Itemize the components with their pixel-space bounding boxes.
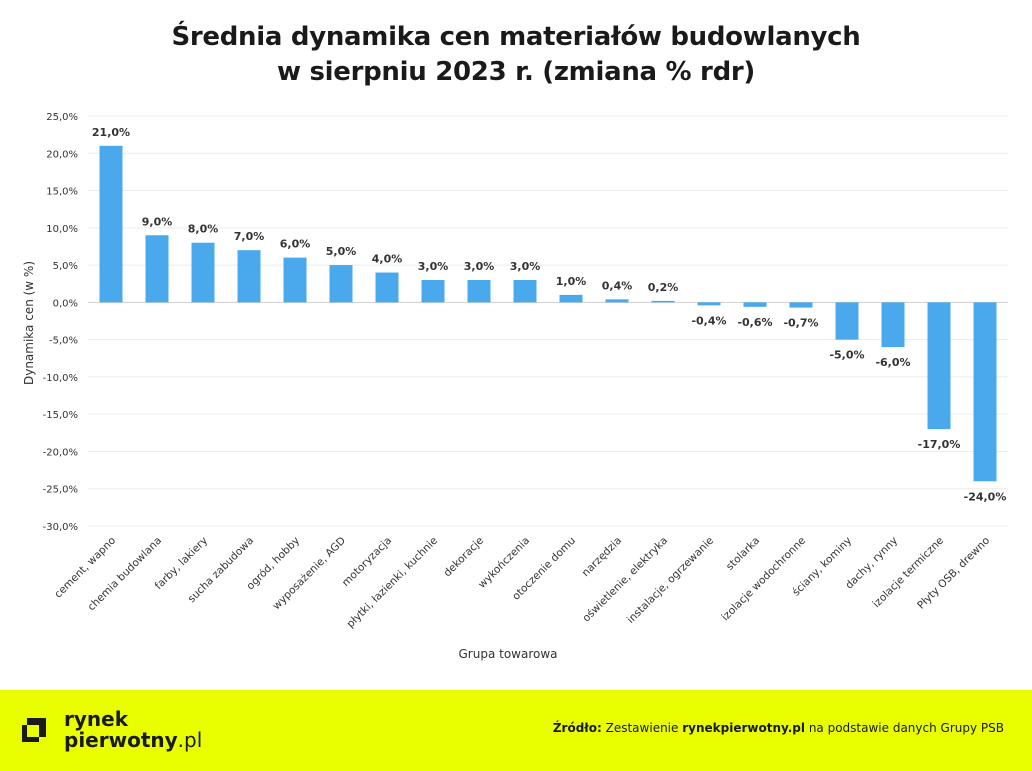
data-label: 4,0% [372, 253, 403, 266]
source-note: Źródło: Zestawienie rynekpierwotny.pl na… [553, 721, 1004, 735]
bar [559, 294, 583, 303]
y-tick-label: 20,0% [46, 149, 78, 160]
logo-line2-rest: .pl [177, 728, 203, 752]
data-label: -0,6% [737, 316, 772, 329]
data-label: -5,0% [829, 349, 864, 362]
x-tick-label: izolacje wodochronne [719, 535, 808, 624]
data-label: 6,0% [280, 238, 311, 251]
y-tick-label: -20,0% [43, 447, 78, 458]
data-label: 3,0% [510, 260, 541, 273]
data-label: 5,0% [326, 245, 357, 258]
data-label: 21,0% [92, 126, 130, 139]
bar [329, 265, 353, 303]
logo-line2: pierwotny.pl [64, 730, 202, 751]
bar [973, 302, 997, 482]
chart-title-line1: Średnia dynamika cen materiałów budowlan… [171, 22, 861, 52]
data-label: 0,4% [602, 279, 633, 292]
bar [513, 280, 537, 303]
y-axis-label: Dynamika cen (w %) [22, 261, 36, 385]
data-label: 7,0% [234, 230, 265, 243]
x-tick-label: dekoracje [441, 535, 486, 580]
data-label: 3,0% [418, 260, 449, 273]
data-label: 9,0% [142, 215, 173, 228]
bar [927, 302, 951, 430]
logo-wordmark: rynek pierwotny.pl [64, 709, 202, 751]
data-labels: 21,0% 9,0% 8,0% 7,0% 6,0% 5,0% 4,0% 3,0% 3,0% 3,0… [92, 126, 1006, 503]
bar [605, 299, 629, 303]
gridlines [88, 115, 1008, 527]
data-label: 8,0% [188, 223, 219, 236]
logo-mark-icon [22, 718, 46, 742]
bar [467, 280, 491, 303]
y-tick-label: -30,0% [43, 522, 78, 533]
y-tick-label: 10,0% [46, 224, 78, 235]
bar [743, 302, 767, 307]
data-label: -0,7% [783, 317, 818, 330]
bar-chart: 25,0% 20,0% 15,0% 10,0% 5,0% 0,0% -5,0% -10,0% -… [22, 112, 1008, 661]
x-tick-label: oświetlenie, elektryka [580, 535, 670, 625]
y-axis-ticks: 25,0% 20,0% 15,0% 10,0% 5,0% 0,0% -5,0% -10,0% -… [43, 112, 78, 533]
logo-line1: rynek [64, 707, 129, 731]
data-label: 3,0% [464, 260, 495, 273]
bar [697, 302, 721, 306]
chart-title: Średnia dynamika cen materiałów budowlan… [0, 20, 1032, 90]
y-tick-label: 5,0% [53, 261, 78, 272]
y-tick-label: -5,0% [49, 336, 78, 347]
bar [421, 280, 445, 303]
y-tick-label: -10,0% [43, 373, 78, 384]
bar [835, 302, 859, 340]
x-tick-label: stolarka [724, 535, 762, 573]
bar [191, 242, 215, 303]
footer-bar: rynek pierwotny.pl Źródło: Zestawienie r… [0, 690, 1032, 771]
bar [375, 272, 399, 303]
source-text1: Zestawienie [605, 721, 679, 735]
x-axis-label: Grupa towarowa [458, 647, 557, 661]
y-tick-label: 15,0% [46, 187, 78, 198]
bar [99, 145, 123, 303]
bar [881, 302, 905, 348]
chart-title-line2: w sierpniu 2023 r. (zmiana % rdr) [277, 57, 755, 87]
y-tick-label: -25,0% [43, 485, 78, 496]
bar [145, 235, 169, 303]
y-tick-label: 0,0% [53, 298, 78, 309]
data-label: -6,0% [875, 356, 910, 369]
x-tick-label: narzędzia [580, 535, 624, 579]
logo-line2-bold: pierwotny [64, 728, 178, 752]
bars [99, 145, 997, 482]
source-text2: na podstawie danych Grupy PSB [808, 721, 1004, 735]
source-bold-link: rynekpierwotny.pl [682, 721, 805, 735]
x-tick-label: płytki, łazienki, kuchnie [345, 535, 441, 631]
y-tick-label: 25,0% [46, 112, 78, 123]
source-label: Źródło: [552, 721, 602, 735]
data-label: -0,4% [691, 314, 726, 327]
data-label: -17,0% [918, 438, 961, 451]
data-label: 1,0% [556, 275, 587, 288]
data-label: 0,2% [648, 281, 679, 294]
data-label: -24,0% [964, 490, 1007, 503]
bar [283, 257, 307, 303]
bar [789, 302, 813, 308]
x-tick-label: instalacje, ogrzewanie [625, 535, 716, 626]
bar [651, 300, 675, 303]
bar [237, 250, 261, 303]
y-tick-label: -15,0% [43, 410, 78, 421]
